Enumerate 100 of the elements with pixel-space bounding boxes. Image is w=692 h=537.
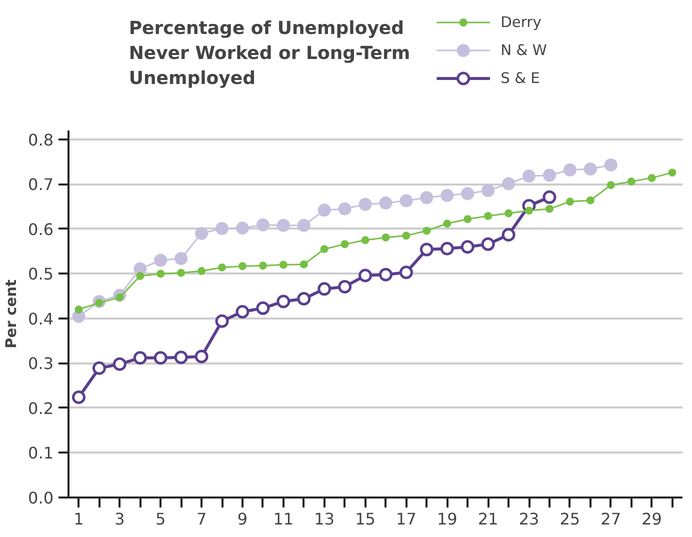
point — [74, 306, 83, 314]
y-tick-label: 0.3 — [28, 354, 54, 374]
point — [92, 361, 106, 375]
x-tick-label: 15 — [355, 510, 376, 528]
y-tick-label: 0.4 — [28, 309, 54, 328]
point — [586, 196, 594, 204]
x-tick-label: 11 — [273, 510, 294, 528]
y-axis-title: Per cent — [3, 279, 20, 349]
point — [545, 204, 554, 213]
point — [136, 272, 144, 280]
point — [258, 262, 267, 270]
chart-title: Percentage of Unemployed Never Worked or Long-Term Unemployed — [128, 18, 410, 89]
legend-label: N & W — [500, 42, 548, 59]
point — [215, 314, 229, 328]
x-tick-label: 29 — [642, 510, 662, 528]
y-tick-label: 0.2 — [28, 398, 54, 418]
point — [542, 168, 556, 182]
x-tick-label: 27 — [600, 510, 622, 528]
point — [236, 222, 249, 235]
point — [402, 232, 410, 240]
point — [256, 218, 270, 232]
point — [461, 187, 474, 200]
point — [542, 190, 556, 204]
point — [72, 390, 86, 404]
point — [133, 351, 147, 365]
point — [440, 242, 454, 256]
point — [216, 222, 228, 236]
point — [195, 226, 208, 240]
point — [584, 162, 597, 176]
point — [378, 268, 392, 282]
x-tick-label: 1 — [74, 510, 84, 528]
x-tick-label: 3 — [114, 510, 125, 528]
point — [382, 233, 390, 242]
point — [502, 177, 516, 190]
point — [566, 198, 574, 206]
x-tick-label: 7 — [196, 510, 207, 528]
point — [443, 220, 452, 228]
point — [358, 198, 372, 211]
x-tick-label: 21 — [478, 510, 498, 528]
point — [300, 260, 308, 268]
point — [460, 240, 474, 254]
point — [194, 350, 208, 364]
point — [174, 252, 188, 265]
point — [440, 188, 454, 202]
x-tick-label: 19 — [436, 510, 458, 528]
point — [522, 170, 536, 183]
point — [297, 218, 310, 232]
x-tick-label: 5 — [156, 510, 166, 528]
point — [504, 209, 513, 218]
point — [236, 305, 250, 318]
point — [156, 270, 165, 278]
x-tick-label: 23 — [518, 510, 540, 528]
point — [481, 237, 495, 251]
point — [276, 218, 290, 232]
point — [256, 301, 270, 315]
point — [422, 226, 431, 235]
point — [379, 196, 392, 210]
point — [174, 350, 188, 364]
point — [420, 242, 434, 256]
point — [318, 282, 332, 296]
point — [318, 204, 331, 217]
point — [276, 294, 290, 308]
y-tick-label: 0.5 — [28, 264, 54, 284]
point — [525, 206, 533, 215]
x-tick-label: 17 — [396, 510, 416, 528]
point — [340, 240, 349, 248]
point — [563, 163, 576, 176]
point — [400, 194, 413, 208]
point — [606, 181, 615, 190]
point — [361, 236, 370, 244]
point — [399, 266, 413, 280]
point — [338, 280, 352, 294]
point — [177, 268, 186, 277]
y-tick-label: 0.8 — [28, 130, 54, 150]
point — [320, 245, 328, 254]
point — [502, 228, 516, 242]
point — [358, 268, 372, 282]
point — [154, 351, 168, 365]
x-tick-label: 9 — [237, 510, 248, 528]
legend-label: S & E — [500, 70, 540, 87]
point — [238, 262, 246, 270]
x-tick-label: 25 — [560, 510, 580, 528]
point — [338, 202, 352, 216]
point — [648, 174, 656, 182]
point — [482, 184, 495, 197]
point — [112, 357, 126, 371]
point — [420, 191, 434, 204]
point — [279, 260, 288, 269]
point — [464, 215, 472, 224]
y-tick-label: 0.1 — [28, 444, 54, 463]
y-tick-label: 0.0 — [28, 488, 54, 508]
point — [297, 292, 311, 306]
x-tick-label: 13 — [314, 510, 335, 528]
point — [668, 168, 676, 177]
point — [484, 212, 492, 220]
point — [154, 254, 168, 267]
y-tick-label: 0.6 — [28, 220, 54, 239]
y-tick-label: 0.7 — [28, 175, 54, 194]
point — [604, 158, 618, 172]
point — [198, 267, 206, 276]
